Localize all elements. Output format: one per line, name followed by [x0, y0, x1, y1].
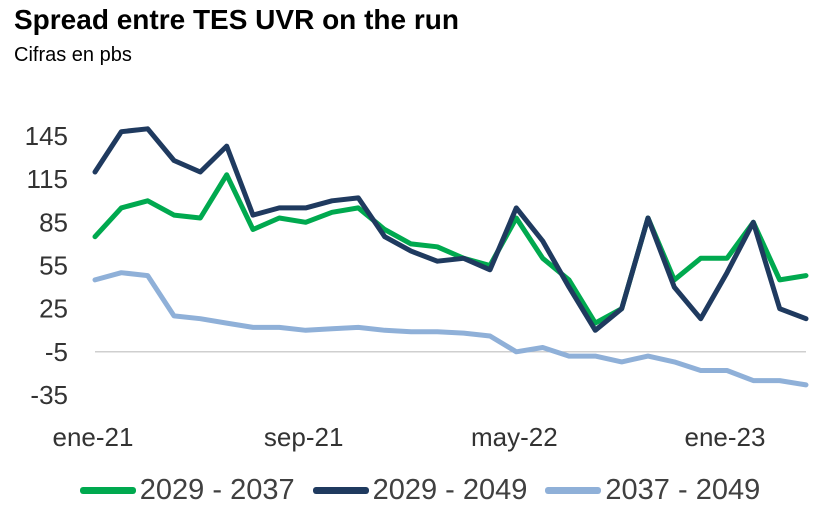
y-tick-label: 25 [39, 294, 68, 324]
x-tick-label: may-22 [471, 422, 558, 452]
legend-item-series-2: 2029 - 2049 [312, 474, 528, 507]
series-line-1 [92, 172, 809, 326]
y-tick-label: 145 [25, 121, 68, 151]
y-tick-label: -35 [30, 380, 68, 410]
y-tick-label: 85 [39, 207, 68, 237]
legend-item-series-1: 2029 - 2037 [79, 474, 295, 507]
legend-label-series-1: 2029 - 2037 [139, 474, 295, 506]
x-tick-label: sep-21 [264, 422, 344, 452]
y-tick-label: -5 [45, 337, 68, 367]
legend-label-series-2: 2029 - 2049 [372, 474, 528, 506]
legend-swatch-series-1 [79, 487, 136, 494]
y-tick-label: 55 [39, 251, 68, 281]
x-tick-label: ene-21 [53, 422, 134, 452]
x-tick-label: ene-23 [685, 422, 766, 452]
legend-swatch-series-2 [312, 487, 369, 494]
chart-legend: 2029 - 2037 2029 - 2049 2037 - 2049 [0, 474, 840, 507]
legend-swatch-series-3 [545, 487, 602, 494]
chart-subtitle: Cifras en pbs [14, 44, 132, 66]
series-line-2 [92, 126, 809, 333]
y-tick-label: 115 [27, 164, 68, 194]
series-line-3 [92, 270, 809, 388]
legend-label-series-3: 2037 - 2049 [605, 474, 761, 506]
chart-title: Spread entre TES UVR on the run [14, 4, 459, 35]
legend-item-series-3: 2037 - 2049 [545, 474, 760, 507]
